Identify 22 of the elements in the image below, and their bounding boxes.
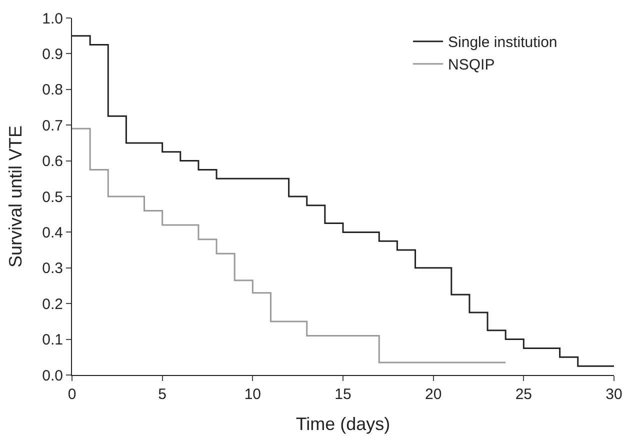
y-tick-label: 0.8 — [42, 82, 63, 99]
x-tick-label: 10 — [244, 386, 262, 403]
y-tick-label: 0.3 — [42, 260, 63, 278]
y-tick-label: 1.0 — [42, 10, 63, 28]
x-tick-label: 25 — [515, 386, 532, 403]
y-tick-label: 0.5 — [42, 188, 63, 206]
y-tick-label: 0.7 — [42, 117, 63, 134]
x-tick-label: 0 — [68, 386, 76, 403]
y-axis-title: Survival until VTE — [5, 125, 26, 268]
y-tick-label: 0.0 — [42, 367, 63, 384]
y-tick-label: 0.4 — [42, 224, 63, 242]
x-tick-label: 15 — [334, 386, 352, 403]
x-axis-title: Time (days) — [296, 414, 390, 434]
y-tick-label: 0.2 — [42, 296, 63, 313]
x-tick-label: 30 — [606, 386, 622, 403]
x-tick-label: 20 — [424, 386, 442, 403]
y-tick-label: 0.1 — [42, 332, 63, 349]
legend-label: Single institution — [448, 34, 558, 52]
x-tick-label: 5 — [158, 386, 166, 403]
legend-label: NSQIP — [448, 56, 495, 74]
y-tick-label: 0.9 — [42, 46, 63, 63]
y-tick-label: 0.6 — [42, 153, 63, 170]
